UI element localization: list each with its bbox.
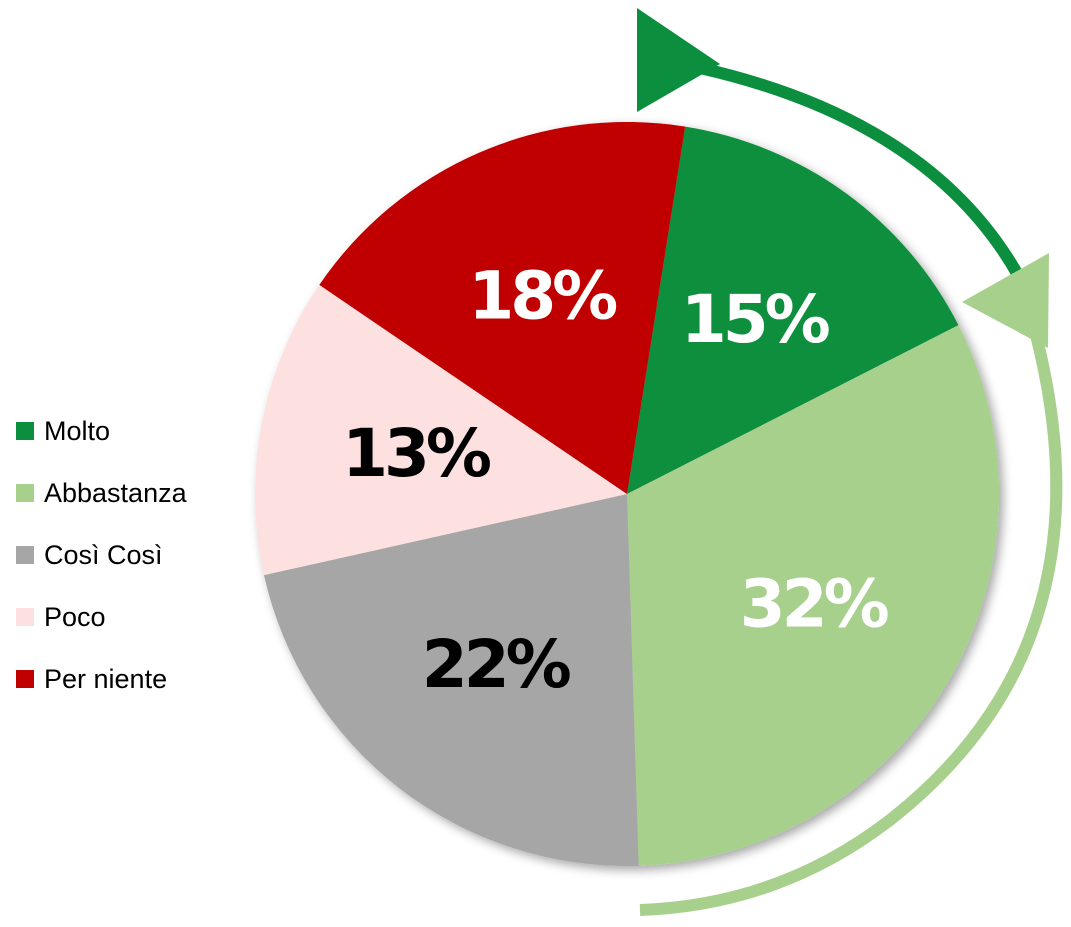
slice-data-label: 15% [681,281,830,358]
legend-swatch [16,484,34,502]
legend-swatch [16,608,34,626]
legend-label: Abbastanza [44,477,187,508]
legend-swatch [16,546,34,564]
pie-slice-0 [627,126,959,494]
cycle-arrows [637,8,1063,916]
dark-green-arrow-arc [698,62,1024,278]
legend-item-poco: Poco [16,586,187,648]
legend-label: Così Così [44,539,163,570]
slice-data-label: 18% [468,257,617,334]
legend-swatch [16,422,34,440]
legend: Molto Abbastanza Così Così Poco Per nien… [16,400,187,710]
light-green-arrow-arc [639,318,1063,916]
slice-data-label: 32% [740,565,889,642]
legend-item-cosi-cosi: Così Così [16,524,187,586]
slice-data-label: 13% [342,415,491,492]
light-green-arrowhead [962,253,1049,348]
pie-slice-3 [254,284,628,576]
pie-slices [254,121,999,866]
legend-label: Molto [44,415,111,446]
dark-green-arrowhead [637,8,720,112]
legend-item-molto: Molto [16,400,187,462]
legend-item-abbastanza: Abbastanza [16,462,187,524]
pie-slice-1 [627,325,999,866]
slice-data-label: 22% [422,626,571,703]
legend-swatch [16,670,34,688]
pie-data-labels: 15% 32% 22% 13% 18% [342,257,892,703]
legend-label: Poco [44,601,106,632]
pie-slice-2 [263,494,639,866]
legend-label: Per niente [44,663,168,694]
pie-slice-4 [319,121,686,494]
legend-item-per-niente: Per niente [16,648,187,710]
